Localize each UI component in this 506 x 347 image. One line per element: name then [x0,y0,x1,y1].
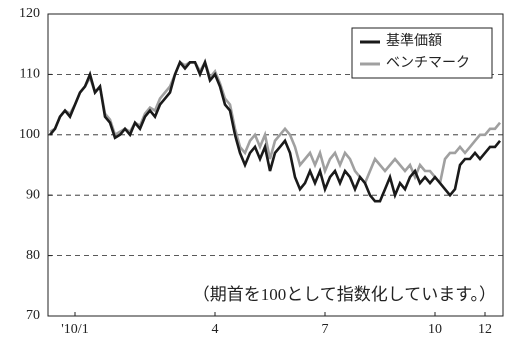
series-line [49,59,502,187]
x-tick-label: 12 [478,322,492,337]
x-tick-label: 4 [212,322,219,337]
y-tick-label: 100 [19,127,40,142]
annotation: （期首を100として指数化しています。） [193,285,496,304]
y-tick-label: 110 [20,67,40,82]
legend-box [351,27,493,79]
x-tick-label: 7 [322,322,329,337]
series-line [49,58,502,203]
plot-frame [47,13,504,317]
y-tick-label: 120 [19,6,40,21]
y-tick-label: 80 [26,248,40,263]
y-tick-label: 90 [26,187,40,202]
legend-label: ベンチマーク [386,55,470,71]
legend-label: 基準価額 [386,32,442,49]
y-tick-label: 70 [26,308,40,323]
x-tick-label: 10 [428,322,442,337]
x-tick-label: '10/1 [61,322,88,337]
